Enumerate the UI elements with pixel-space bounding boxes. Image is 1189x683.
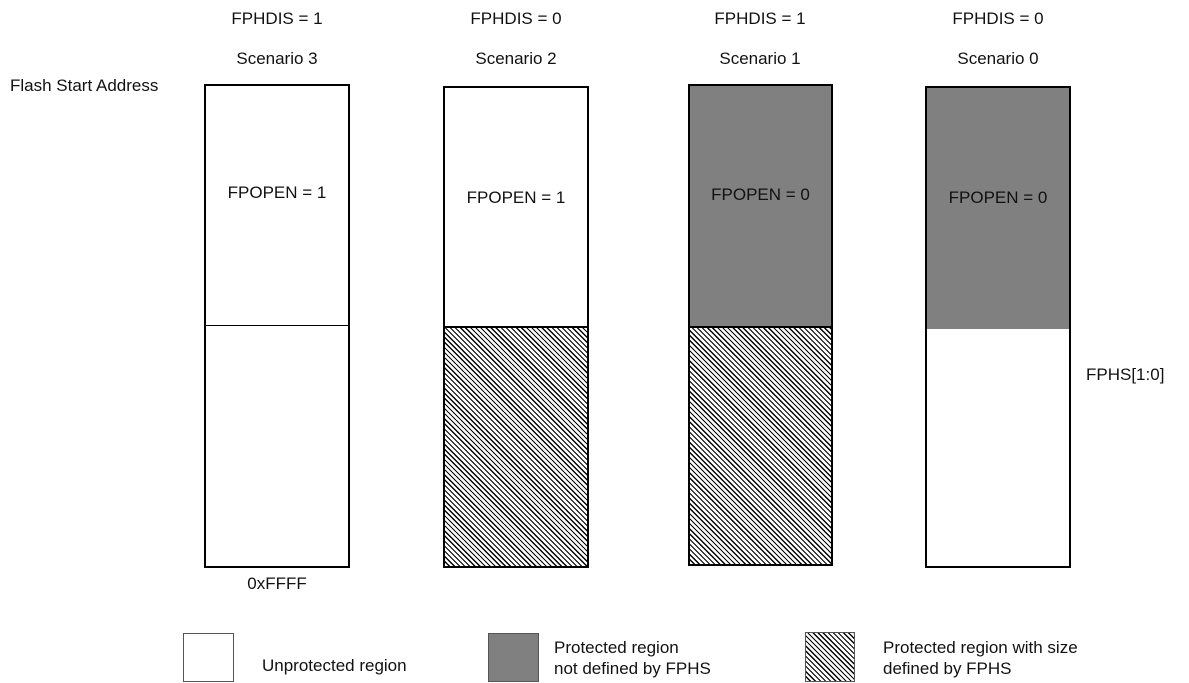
scenario-3-fphdis: FPHDIS = 1 [231,9,323,28]
flash-start-address-label: Flash Start Address [10,76,159,95]
legend-fphs-label-line2: defined by FPHS [883,659,1012,678]
scenario-2-fpopen-label: FPOPEN = 1 [466,188,566,207]
scenario-3-memory-block: FPOPEN = 1 [204,84,350,568]
scenario-1-memory-block: FPOPEN = 0 [688,84,833,566]
scenario-0-bottom-region [927,329,1069,566]
legend-protected-label-line1: Protected region [554,638,679,657]
legend-protected-swatch [488,633,539,682]
scenario-0-fpopen-label: FPOPEN = 0 [948,188,1048,207]
scenario-1-bottom-region [690,326,831,564]
end-address-label: 0xFFFF [247,574,307,593]
legend-fphs-swatch [805,632,855,682]
scenario-2-bottom-region [445,326,587,566]
scenario-3-top-region: FPOPEN = 1 [206,86,348,325]
scenario-1-fpopen-label: FPOPEN = 0 [711,185,810,204]
scenario-2-title: Scenario 2 [475,49,557,68]
scenario-0-fphdis: FPHDIS = 0 [952,9,1044,28]
legend-unprotected-swatch [183,633,234,682]
scenario-3-bottom-region [206,325,348,566]
scenario-2-fphdis: FPHDIS = 0 [470,9,562,28]
scenario-2-top-region: FPOPEN = 1 [445,88,587,326]
scenario-1-top-region: FPOPEN = 0 [690,86,831,326]
scenario-3-fpopen-label: FPOPEN = 1 [227,183,327,202]
scenario-0-memory-block: FPOPEN = 0 [925,86,1071,568]
legend-unprotected-label: Unprotected region [262,656,407,675]
scenario-1-title: Scenario 1 [719,49,801,68]
fphs-label: FPHS[1:0] [1086,365,1165,384]
scenario-2-memory-block: FPOPEN = 1 [443,86,589,568]
legend-fphs-label-line1: Protected region with size [883,638,1078,657]
scenario-1-fphdis: FPHDIS = 1 [714,9,806,28]
scenario-3-title: Scenario 3 [236,49,318,68]
scenario-0-top-region: FPOPEN = 0 [927,88,1069,329]
legend-protected-label-line2: not defined by FPHS [554,659,711,678]
scenario-0-title: Scenario 0 [957,49,1039,68]
